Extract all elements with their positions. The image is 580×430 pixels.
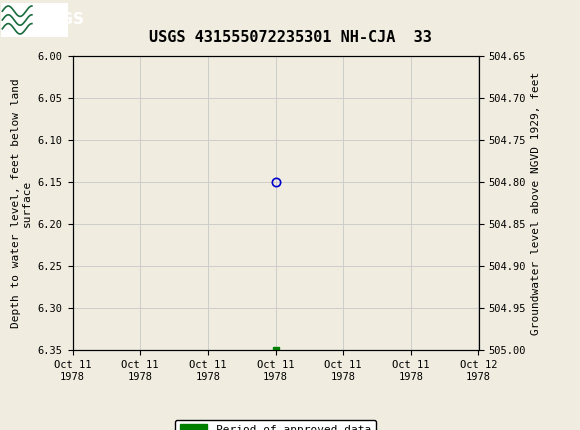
Y-axis label: Depth to water level, feet below land
surface: Depth to water level, feet below land su… [10, 78, 32, 328]
Text: USGS 431555072235301 NH-CJA  33: USGS 431555072235301 NH-CJA 33 [148, 30, 432, 45]
Bar [1, 3, 68, 37]
Y-axis label: Groundwater level above NGVD 1929, feet: Groundwater level above NGVD 1929, feet [531, 71, 541, 335]
Text: USGS: USGS [38, 12, 85, 28]
Legend: Period of approved data: Period of approved data [175, 420, 376, 430]
